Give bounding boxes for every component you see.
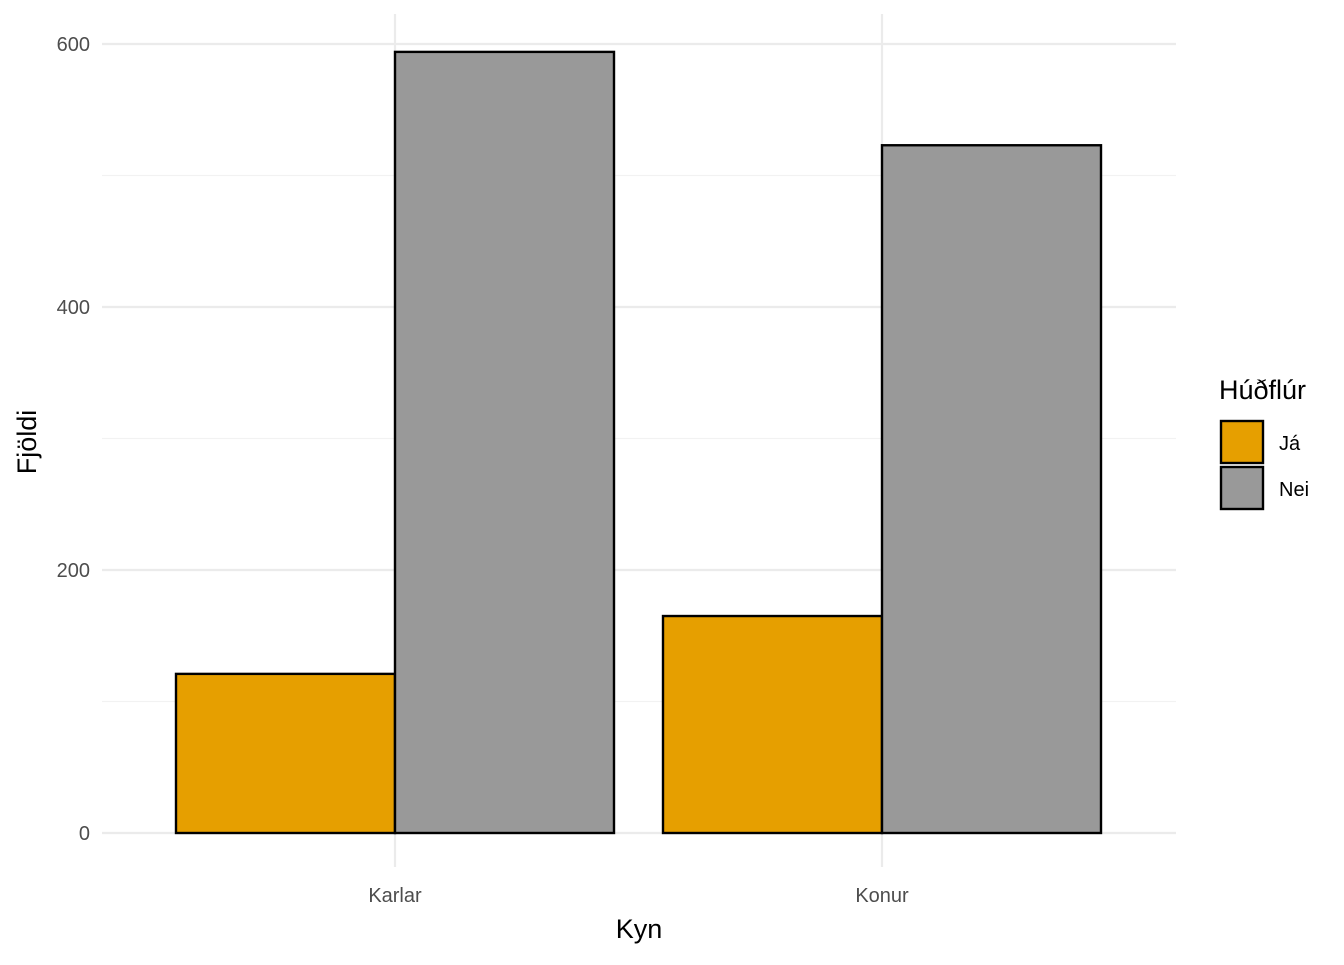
y-axis-title: Fjöldi — [12, 410, 42, 475]
y-tick-label: 200 — [57, 560, 90, 582]
bar-konur-ja — [661, 614, 884, 835]
bar-karlar-nei — [393, 50, 616, 835]
y-tick-label: 400 — [57, 297, 90, 319]
legend: Húðflúr Já Nei — [1219, 375, 1309, 511]
bar-konur-nei — [880, 144, 1103, 835]
x-axis-title: Kyn — [616, 914, 663, 944]
legend-title: Húðflúr — [1219, 375, 1306, 405]
legend-label: Nei — [1279, 479, 1309, 501]
bar-karlar-ja — [174, 672, 397, 835]
y-tick-label: 600 — [57, 34, 90, 56]
legend-swatch — [1219, 465, 1265, 511]
y-tick-label: 0 — [79, 823, 90, 845]
bars — [174, 50, 1103, 835]
x-tick-label: Karlar — [368, 885, 422, 907]
legend-label: Já — [1279, 433, 1301, 455]
y-axis-ticks: 0 200 400 600 — [57, 34, 90, 845]
x-tick-label: Konur — [855, 885, 909, 907]
x-axis-ticks: Karlar Konur — [368, 885, 909, 907]
legend-items: Já Nei — [1219, 419, 1309, 511]
legend-swatch — [1219, 419, 1265, 465]
